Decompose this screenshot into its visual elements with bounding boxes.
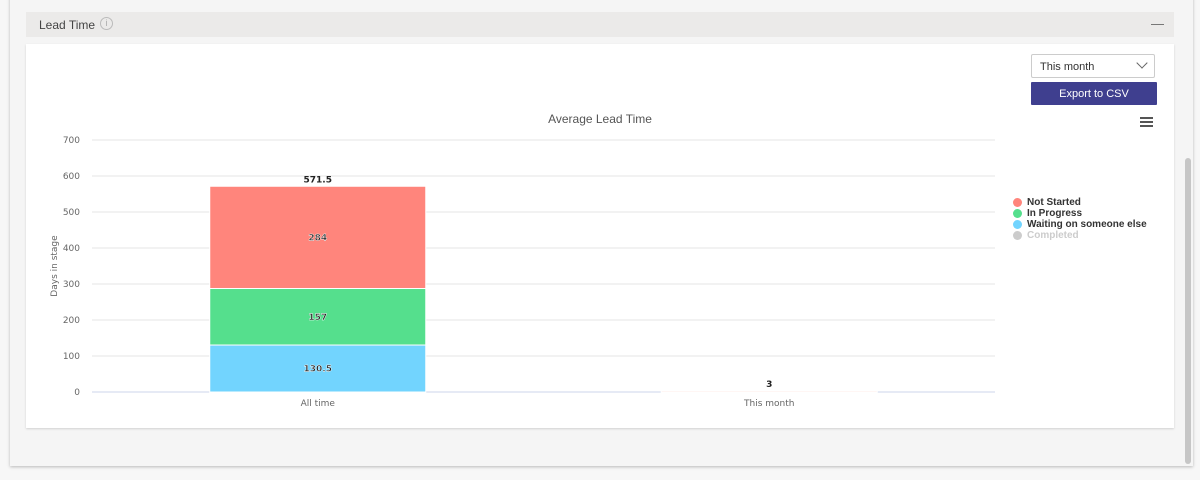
panel-title: Lead Time xyxy=(39,18,96,32)
legend-item[interactable]: Not Started xyxy=(1013,197,1147,208)
legend-label: Completed xyxy=(1027,230,1079,241)
stack-total-label: 3 xyxy=(766,380,772,390)
y-tick-label: 300 xyxy=(63,280,80,290)
y-tick-label: 600 xyxy=(63,172,80,182)
legend-dot-icon xyxy=(1013,209,1022,218)
data-label: 157 xyxy=(308,313,327,323)
y-axis-label: Days in stage xyxy=(50,235,60,297)
panel-header: Lead Time i xyxy=(26,12,1174,37)
period-select-value: This month xyxy=(1040,61,1095,73)
x-tick-label: All time xyxy=(301,399,336,409)
chart-title: Average Lead Time xyxy=(548,112,652,126)
legend-item[interactable]: Completed xyxy=(1013,230,1147,241)
y-tick-label: 0 xyxy=(74,388,80,398)
bar-segment xyxy=(209,344,427,393)
legend-label: In Progress xyxy=(1027,208,1083,219)
y-tick-label: 200 xyxy=(63,316,80,326)
minus-icon[interactable] xyxy=(1151,24,1164,25)
y-tick-label: 100 xyxy=(63,352,80,362)
legend-dot-icon xyxy=(1013,198,1022,207)
export-csv-button[interactable]: Export to CSV xyxy=(1031,82,1157,105)
hamburger-icon[interactable] xyxy=(1140,117,1153,127)
stack-total-label: 571.5 xyxy=(304,175,332,185)
period-select[interactable]: This month xyxy=(1031,54,1155,78)
y-tick-label: 400 xyxy=(63,244,80,254)
y-tick-label: 700 xyxy=(63,136,80,146)
legend-label: Waiting on someone else xyxy=(1027,219,1147,230)
legend-label: Not Started xyxy=(1027,197,1081,208)
bar-segment xyxy=(660,390,878,393)
bar-segment xyxy=(209,288,427,346)
legend-item[interactable]: In Progress xyxy=(1013,208,1147,219)
x-tick-label: This month xyxy=(743,399,794,409)
bar-segment xyxy=(209,185,427,289)
legend-dot-icon xyxy=(1013,220,1022,229)
y-tick-label: 500 xyxy=(63,208,80,218)
legend-dot-icon xyxy=(1013,231,1022,240)
scrollbar[interactable] xyxy=(1185,158,1191,464)
chart-legend: Not Started In Progress Waiting on someone… xyxy=(1013,197,1147,241)
data-label: 130.5 xyxy=(304,365,332,375)
data-label: 284 xyxy=(308,233,327,243)
legend-item[interactable]: Waiting on someone else xyxy=(1013,219,1147,230)
info-icon[interactable]: i xyxy=(100,17,113,30)
